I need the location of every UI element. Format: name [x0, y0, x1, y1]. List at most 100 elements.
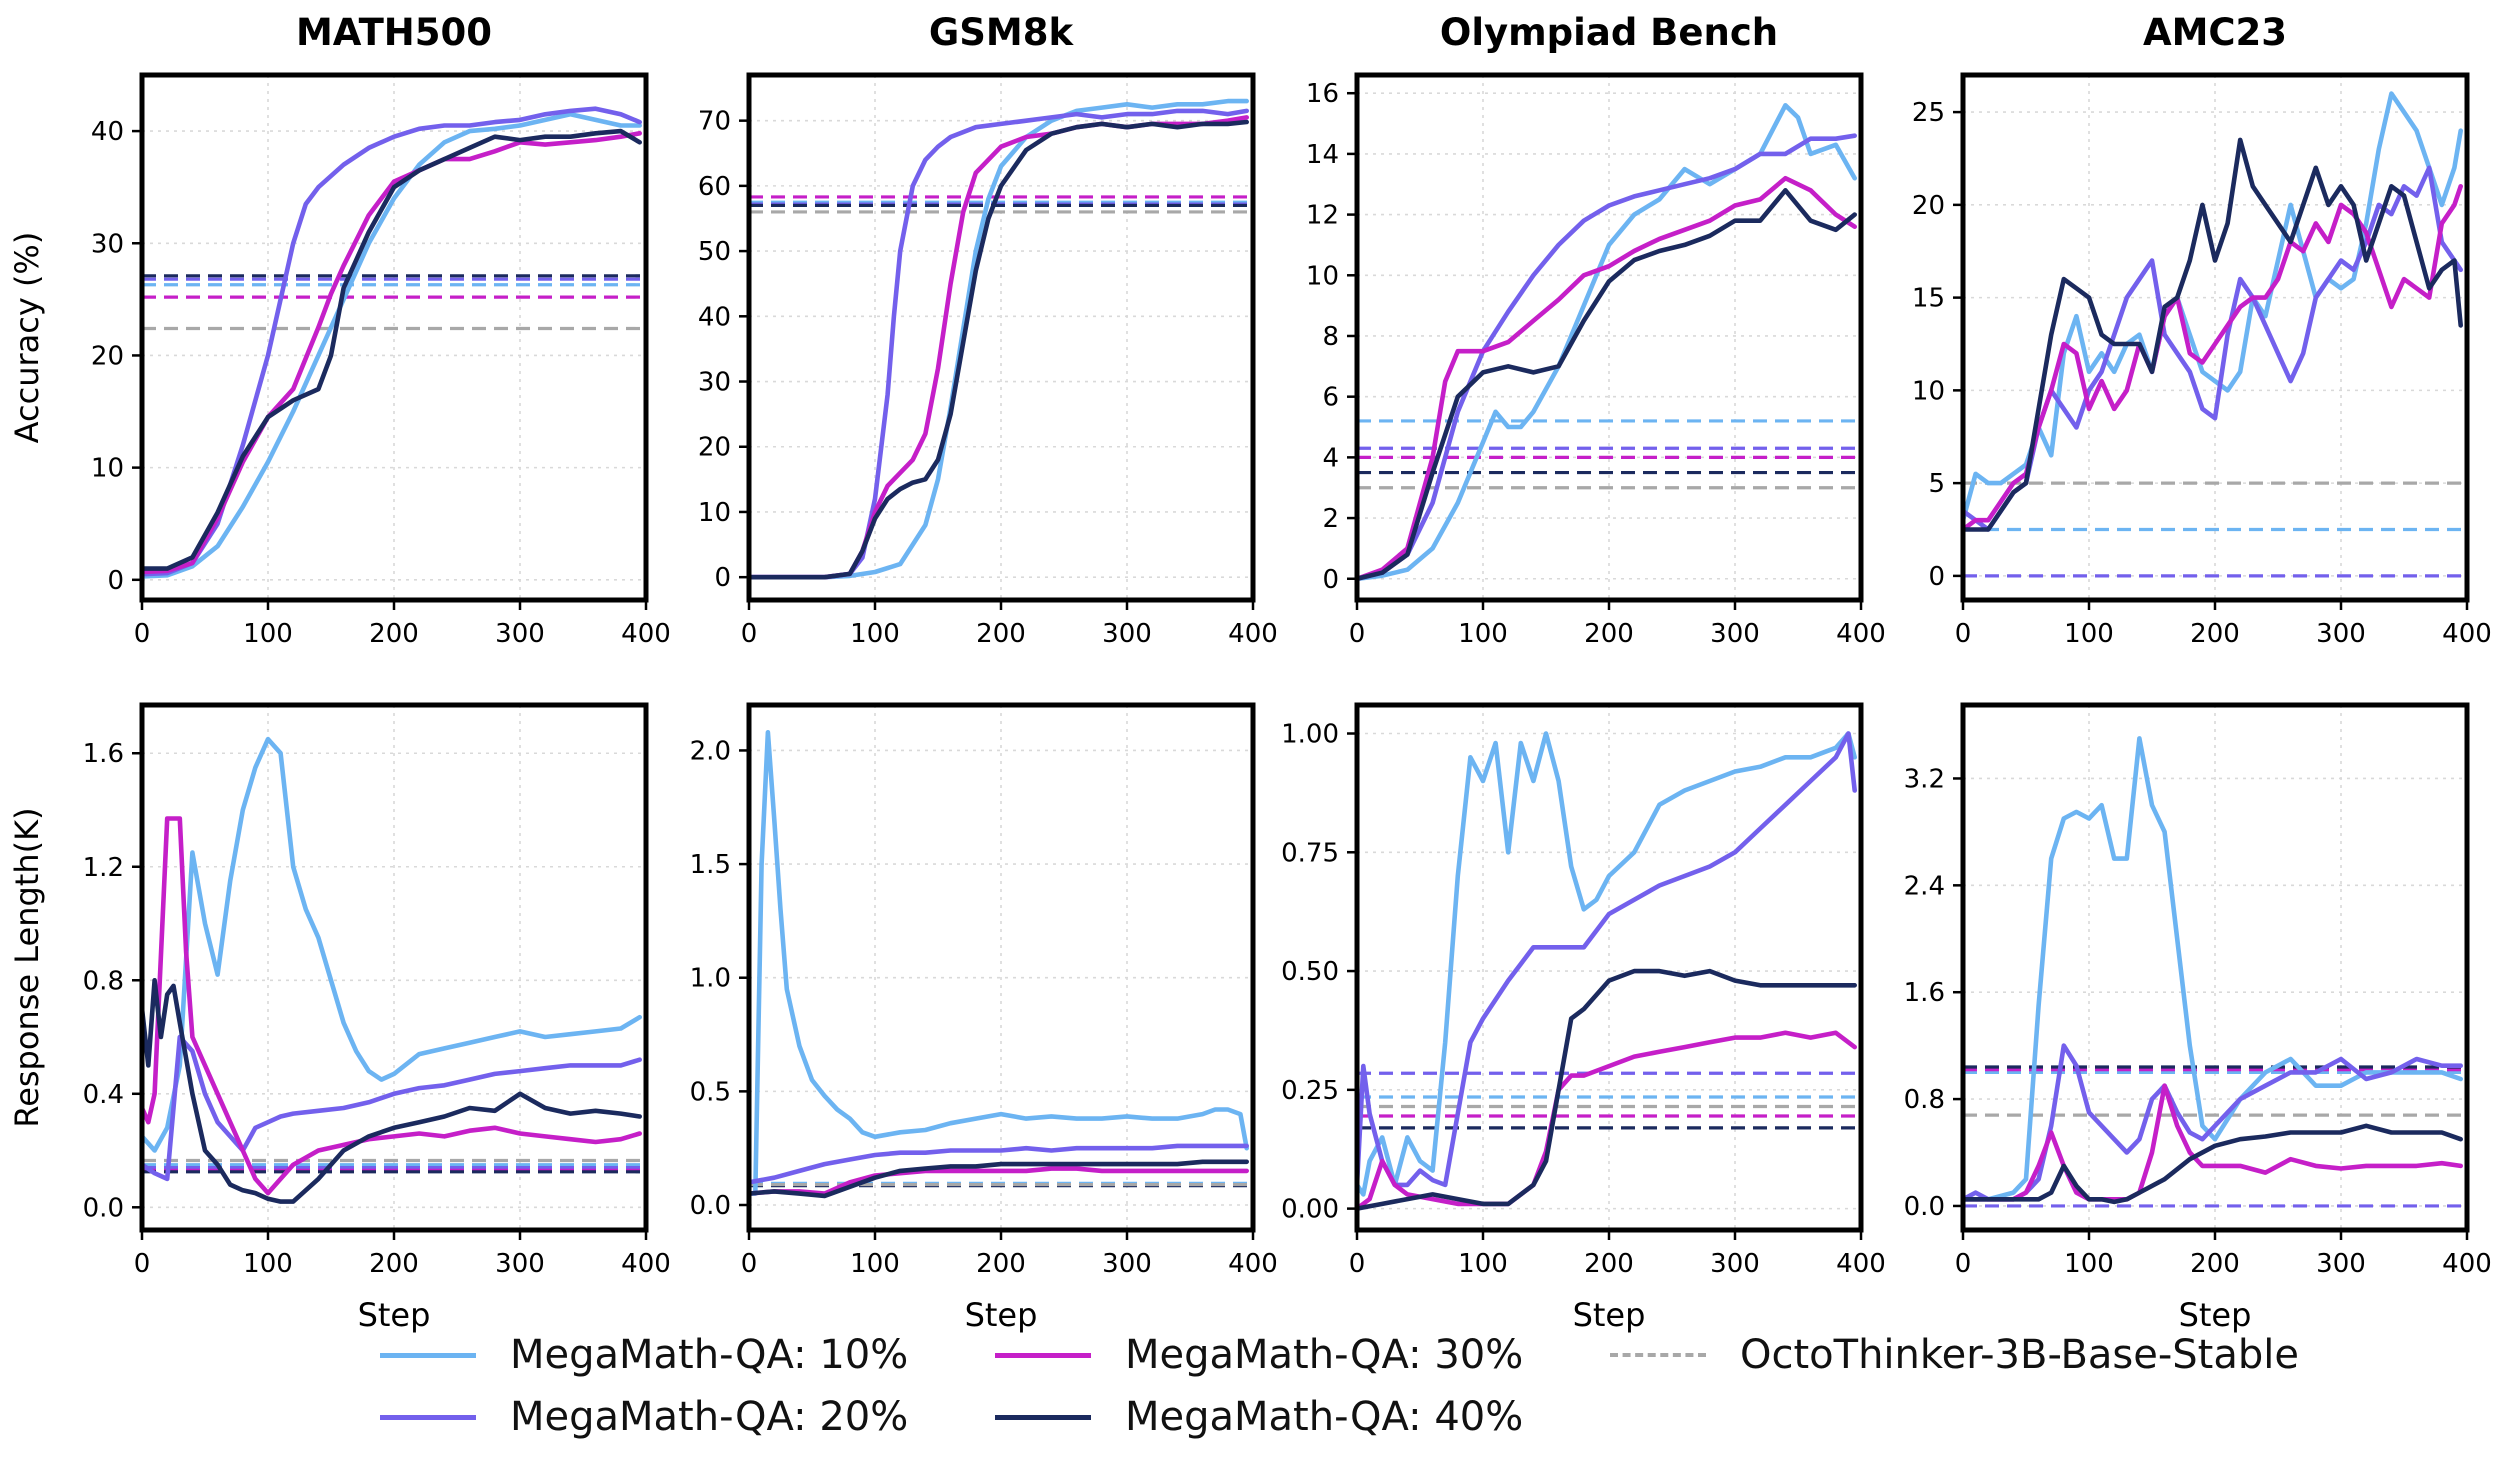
panel-0-3-series-megamath-qa-10: [1963, 91, 2463, 523]
panel-1-1-xtick-label-3: 300: [1102, 1249, 1152, 1279]
panel-1-0-xtick-label-2: 200: [369, 1249, 419, 1279]
panel-1-2-ytick-label-2: 0.50: [1281, 957, 1339, 987]
panel-1-0-xtick-label-4: 400: [621, 1249, 671, 1279]
panel-1-2-ytick-label-1: 0.25: [1281, 1076, 1339, 1106]
panel-1-3: 0 100 200 300 400 0.0 0.8 1.6 2.4 3.2 Step: [1904, 702, 2492, 1334]
panel-1-3-xlabel: Step: [2179, 1296, 2252, 1334]
panel-1-1-ytick-label-1: 0.5: [690, 1077, 731, 1107]
legend-label-40: MegaMath-QA: 40%: [1125, 1394, 1524, 1440]
panel-0-2-ytick-label-6: 12: [1306, 201, 1339, 231]
panel-0-3-xtick-label-2: 200: [2190, 619, 2240, 649]
panel-1-3-series-megamath-qa-10: [1963, 736, 2463, 1202]
panel-1-1-xtick-label-1: 100: [850, 1249, 900, 1279]
panel-1-0-series-megamath-qa-30: [142, 816, 643, 1196]
panel-1-0-xtick-label-0: 0: [134, 1249, 151, 1279]
panel-1-3-xtick-label-3: 300: [2316, 1249, 2366, 1279]
panel-0-3-ytick-label-4: 20: [1912, 191, 1945, 221]
panel-1-1-xtick-label-4: 400: [1228, 1249, 1278, 1279]
panel-0-1-ytick-label-7: 70: [698, 107, 731, 137]
panel-0-1-series-megamath-qa-40: [749, 119, 1249, 580]
panel-0-2-xtick-label-4: 400: [1836, 619, 1886, 649]
legend-item-baseline: OctoThinker-3B-Base-Stable: [1610, 1325, 2299, 1385]
legend-item-40: MegaMath-QA: 40%: [995, 1387, 1523, 1447]
panel-0-3-ytick-label-5: 25: [1912, 98, 1945, 128]
panel-0-3-xtick-label-4: 400: [2442, 619, 2492, 649]
panel-0-0-series-megamath-qa-10: [142, 112, 643, 579]
panel-0-2-ytick-label-1: 2: [1322, 504, 1339, 534]
panel-0-1-xtick-label-1: 100: [850, 619, 900, 649]
panel-1-1-ytick-label-4: 2.0: [690, 736, 731, 766]
panel-0-0-title: MATH500: [296, 11, 492, 54]
panel-1-0-xlabel: Step: [358, 1296, 431, 1334]
panel-1-1-xtick-label-2: 200: [976, 1249, 1026, 1279]
panel-0-2-title: Olympiad Bench: [1440, 11, 1778, 54]
panel-1-0-ytick-label-4: 1.6: [83, 739, 124, 769]
panel-1-2-series-megamath-qa-30: [1357, 1030, 1857, 1211]
legend-label-10: MegaMath-QA: 10%: [510, 1332, 909, 1378]
panel-0-2-xtick-label-2: 200: [1584, 619, 1634, 649]
panel-0-0-ytick-label-4: 40: [91, 117, 124, 147]
panel-0-3-xtick-label-3: 300: [2316, 619, 2366, 649]
panel-0-1: 0 100 200 300 400 0 10 20 30 40 50 60 70 GSM8k: [698, 11, 1278, 649]
panel-1-1-ytick-label-2: 1.0: [690, 964, 731, 994]
legend-item-20: MegaMath-QA: 20%: [380, 1387, 908, 1447]
panel-0-0-series-megamath-qa-30: [142, 131, 643, 575]
panel-1-3-xtick-label-4: 400: [2442, 1249, 2492, 1279]
panel-1-2-xtick-label-3: 300: [1710, 1249, 1760, 1279]
panel-0-2-xtick-label-0: 0: [1349, 619, 1366, 649]
panel-1-1-plot-area: [749, 729, 1253, 1199]
panel-0-2-series-megamath-qa-40: [1357, 188, 1857, 582]
panel-1-3-ytick-label-1: 0.8: [1904, 1085, 1945, 1115]
panel-0-2-ytick-label-4: 8: [1322, 322, 1339, 352]
panel-1-3-ytick-label-2: 1.6: [1904, 978, 1945, 1008]
panel-0-1-ytick-label-6: 60: [698, 172, 731, 202]
panel-0-1-ytick-label-1: 10: [698, 498, 731, 528]
panel-1-1: 0 100 200 300 400 0.0 0.5 1.0 1.5 2.0 Step: [690, 702, 1278, 1334]
panel-1-0-ytick-label-0: 0.0: [83, 1193, 124, 1223]
panel-1-3-ytick-label-4: 3.2: [1904, 764, 1945, 794]
panel-0-0-ytick-label-0: 0: [107, 566, 124, 596]
panel-0-2-ytick-label-3: 6: [1322, 383, 1339, 413]
panel-1-1-series-megamath-qa-20: [749, 1143, 1249, 1185]
legend-label-20: MegaMath-QA: 20%: [510, 1394, 909, 1440]
panel-1-2-plot-area: [1357, 731, 1861, 1211]
panel-0-2: 0 100 200 300 400 0 2 4 6 8 10 12 14 16 Olympiad Bench: [1306, 11, 1886, 649]
panel-0-1-xtick-label-3: 300: [1102, 619, 1152, 649]
panel-1-0-series-megamath-qa-20: [142, 1034, 643, 1182]
panel-0-1-ytick-label-0: 0: [714, 563, 731, 593]
panel-0-1-frame: [746, 72, 1256, 603]
legend-label-baseline: OctoThinker-3B-Base-Stable: [1740, 1332, 2299, 1378]
panel-1-3-xtick-label-1: 100: [2064, 1249, 2114, 1279]
panel-0-1-xtick-label-4: 400: [1228, 619, 1278, 649]
panel-0-3-xtick-label-0: 0: [1955, 619, 1972, 649]
panel-0-0-series-megamath-qa-40: [142, 128, 643, 571]
panel-0-3-ytick-label-1: 5: [1928, 469, 1945, 499]
panel-0-1-ytick-label-4: 40: [698, 302, 731, 332]
legend-swatch-30: [995, 1352, 1091, 1358]
panel-0-0-series-megamath-qa-20: [142, 106, 643, 577]
panel-0-2-ytick-label-7: 14: [1306, 140, 1339, 170]
panel-0-2-ytick-label-0: 0: [1322, 565, 1339, 595]
panel-1-0-ylabel: Response Length(K): [8, 807, 46, 1127]
panel-1-1-series-megamath-qa-40: [749, 1159, 1249, 1199]
panel-0-3-ytick-label-2: 10: [1912, 376, 1945, 406]
legend-item-30: MegaMath-QA: 30%: [995, 1325, 1523, 1385]
panel-0-2-series-megamath-qa-10: [1357, 103, 1857, 582]
panel-0-0-ytick-label-3: 30: [91, 229, 124, 259]
panel-1-2-series-megamath-qa-10: [1357, 731, 1857, 1197]
panel-1-1-ytick-label-0: 0.0: [690, 1191, 731, 1221]
panel-0-0-xtick-label-0: 0: [134, 619, 151, 649]
legend-swatch-10: [380, 1352, 476, 1358]
panel-0-3: 0 100 200 300 400 0 5 10 15 20 25 AMC23: [1912, 11, 2492, 649]
panel-0-0-plot-area: [142, 106, 646, 579]
panel-1-0-ytick-label-3: 1.2: [83, 853, 124, 883]
panel-1-2-xtick-label-2: 200: [1584, 1249, 1634, 1279]
panel-1-3-ytick-label-0: 0.0: [1904, 1192, 1945, 1222]
panel-0-1-ytick-label-5: 50: [698, 237, 731, 267]
panel-0-2-xtick-label-3: 300: [1710, 619, 1760, 649]
panel-0-0-xtick-label-2: 200: [369, 619, 419, 649]
panel-1-3-ytick-label-3: 2.4: [1904, 871, 1945, 901]
legend: MegaMath-QA: 10% MegaMath-QA: 20% MegaMa…: [360, 1325, 2360, 1475]
panel-1-1-xtick-label-0: 0: [741, 1249, 758, 1279]
panel-0-3-frame: [1960, 72, 2470, 603]
